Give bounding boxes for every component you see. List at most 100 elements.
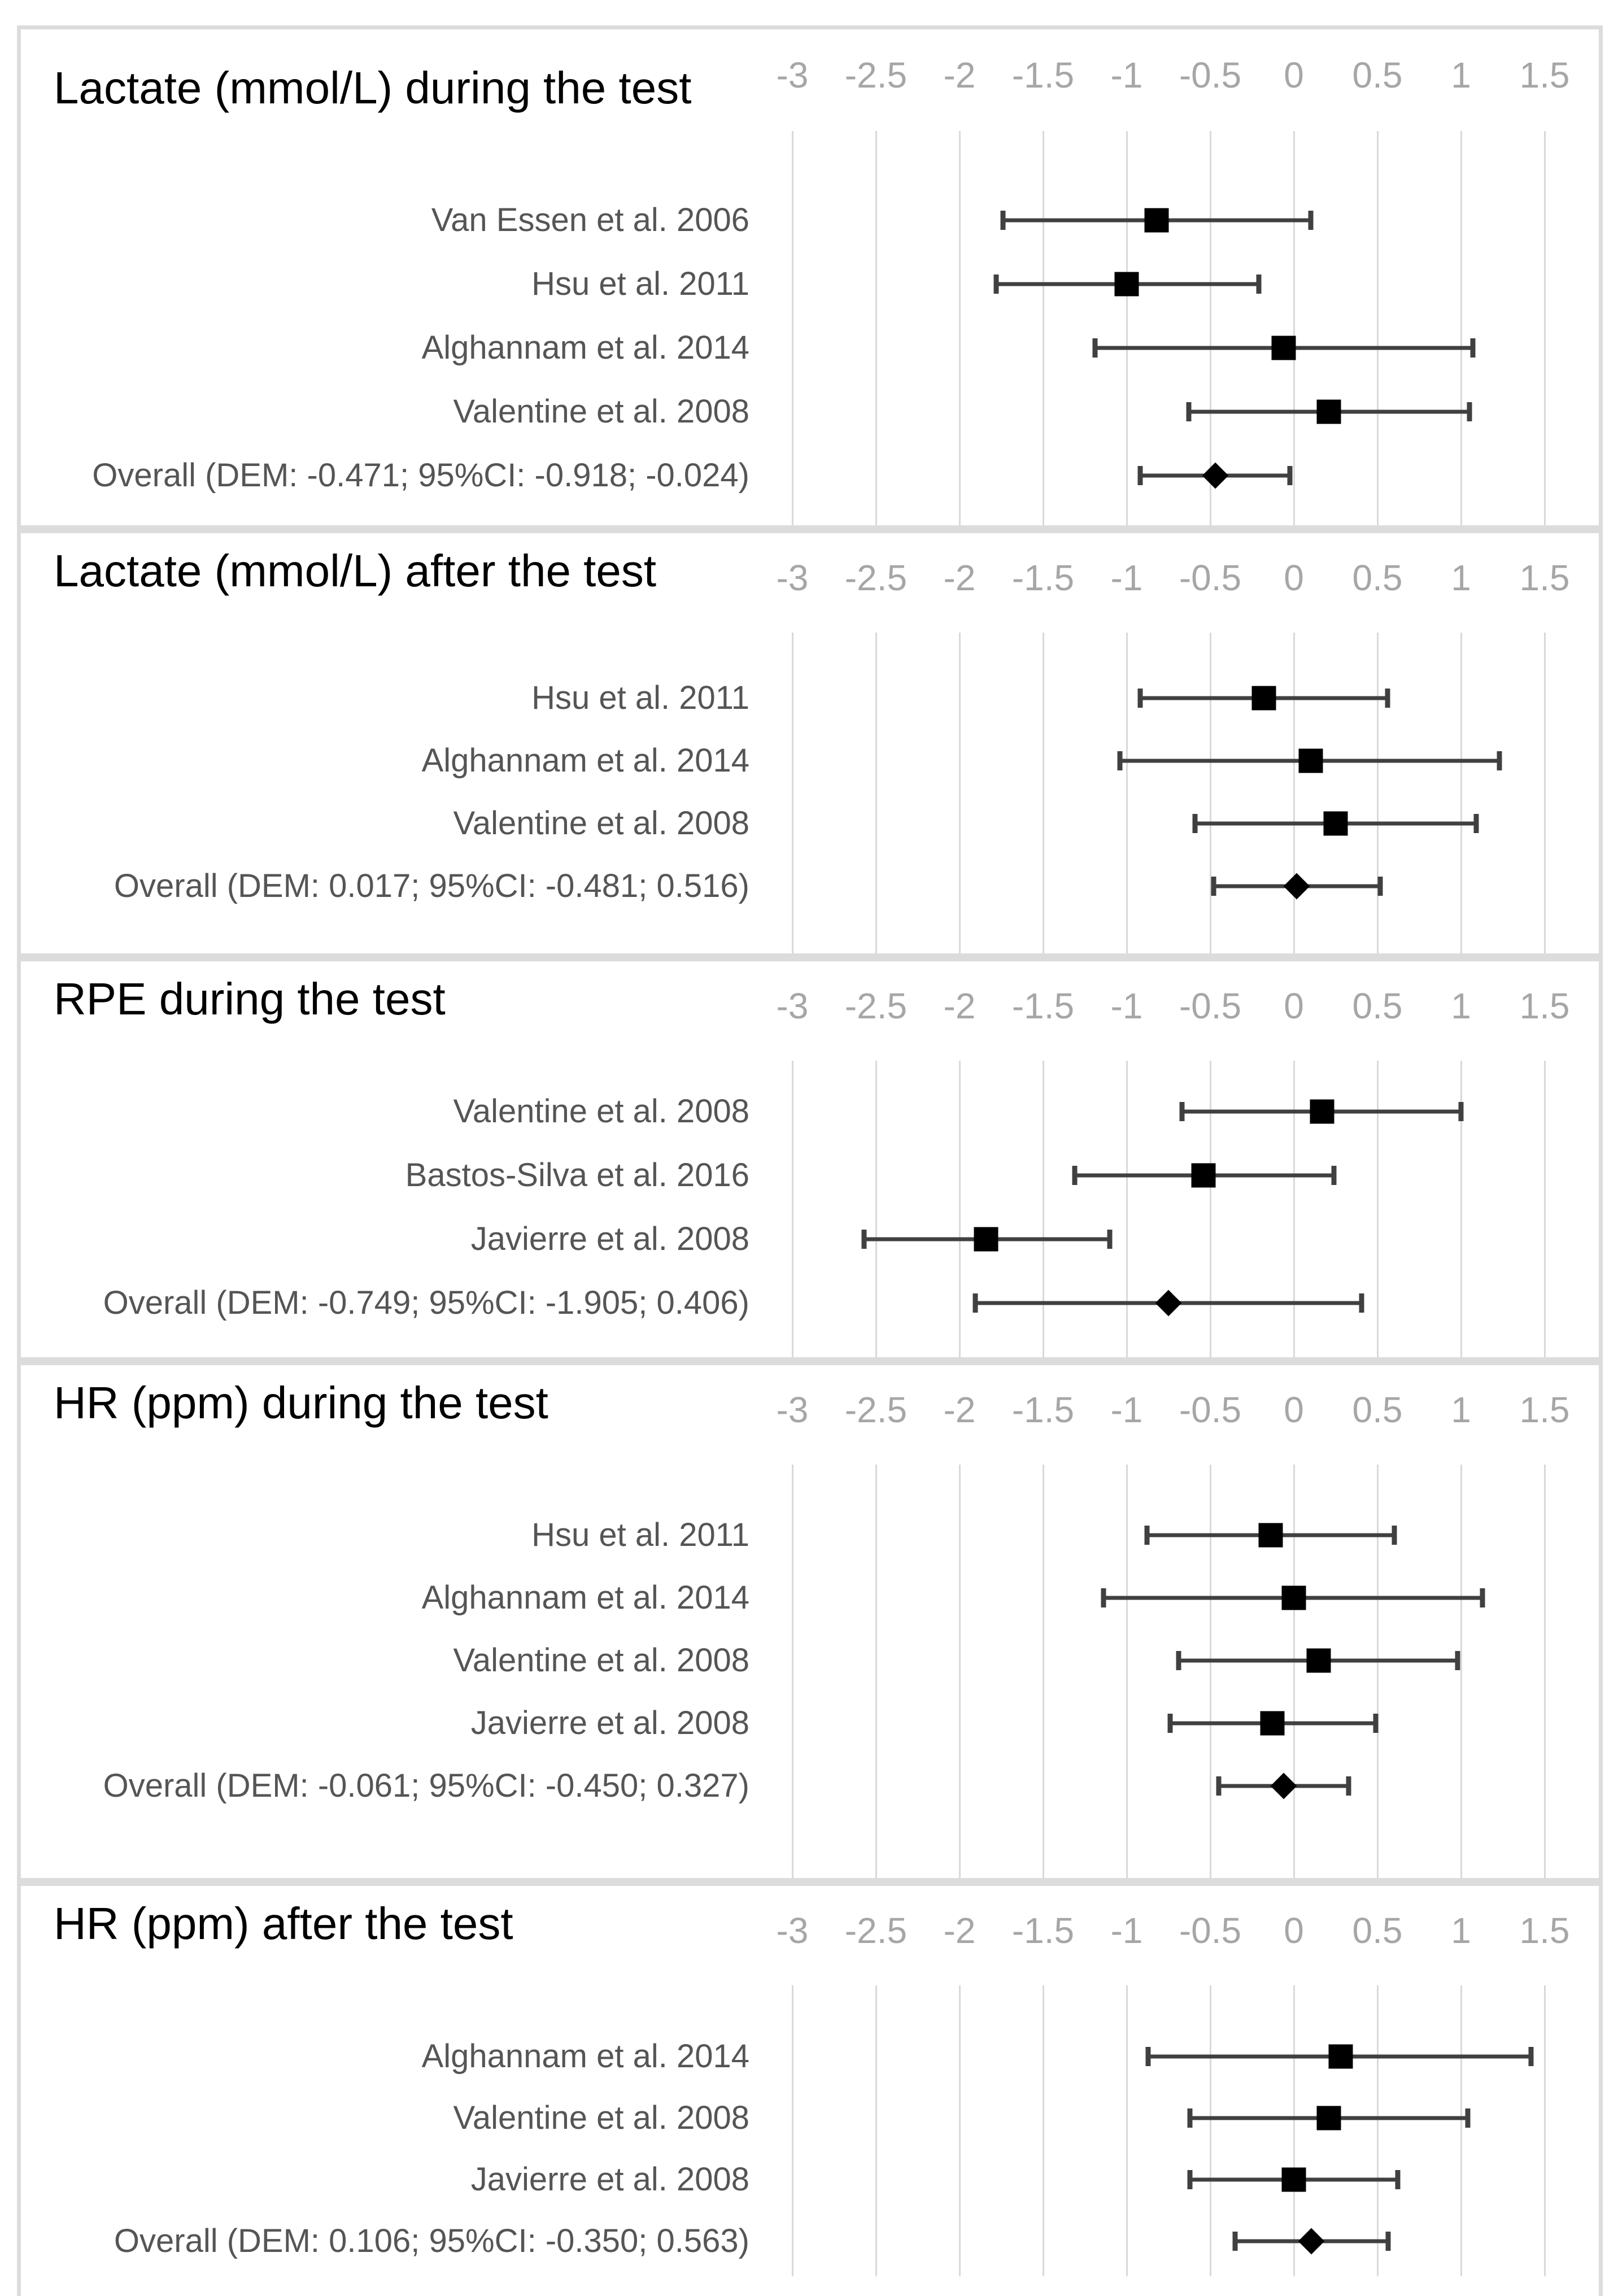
panel-title: RPE during the test (54, 974, 446, 1024)
axis-tick-label: -1.5 (1011, 1910, 1075, 1951)
axis-tick-label: 1.5 (1519, 55, 1570, 95)
ci-cap-high (1308, 211, 1314, 230)
panel-title: HR (ppm) during the test (54, 1378, 548, 1428)
axis-tick-label: 0.5 (1352, 557, 1403, 598)
overall-label: Overall (DEM: 0.017; 95%CI: -0.481; 0.51… (114, 868, 749, 904)
axis-tick-label: 0 (1284, 557, 1304, 598)
study-label: Hsu et al. 2011 (531, 679, 749, 716)
study-label: Hsu et al. 2011 (531, 1517, 749, 1553)
ci-cap-high (1497, 751, 1502, 770)
panel-title: Lactate (mmol/L) during the test (54, 63, 692, 113)
axis-tick-label: -2 (943, 1910, 976, 1951)
axis-tick-label: 0 (1284, 55, 1304, 95)
gridline (1126, 1061, 1128, 1357)
forest-panel-4: HR (ppm) during the test -3 -2.5 -2 -1.5 -1 -0… (17, 1361, 1603, 1882)
ci-cap-low (1137, 466, 1143, 485)
estimate-marker-square (974, 1227, 998, 1252)
gridline (1293, 1061, 1295, 1357)
ci-cap-low (1144, 1526, 1150, 1545)
overall-label: Overall (DEM: -0.061; 95%CI: -0.450; 0.3… (103, 1767, 749, 1804)
ci-cap-low (1187, 2170, 1193, 2189)
study-label: Alghannam et al. 2014 (421, 742, 749, 779)
gridline (1293, 1985, 1295, 2276)
study-label: Van Essen et al. 2006 (431, 202, 749, 238)
gridline (1377, 1985, 1379, 2276)
axis-tick-label: -0.5 (1179, 557, 1242, 598)
ci-cap-high (1455, 1651, 1460, 1670)
ci-cap-low (993, 275, 999, 294)
gridline (1544, 1465, 1546, 1878)
axis-tick-label: -1.5 (1011, 1389, 1075, 1430)
axis-tick-label: 0 (1284, 1910, 1304, 1951)
overall-label: Overall (DEM: 0.106; 95%CI: -0.350; 0.56… (114, 2223, 749, 2259)
gridline (1460, 633, 1462, 953)
gridline (1377, 131, 1379, 525)
gridline (1293, 131, 1295, 525)
ci-cap-high (1528, 2047, 1534, 2066)
gridline (1293, 633, 1295, 953)
overall-label: Overall (DEM: -0.749; 95%CI: -1.905; 0.4… (103, 1284, 749, 1321)
gridline (1544, 131, 1546, 525)
ci-cap-low (1092, 338, 1098, 358)
gridline (1460, 131, 1462, 525)
ci-cap-high (1287, 466, 1293, 485)
gridline (959, 1465, 961, 1878)
forest-plot: Lactate (mmol/L) during the test -3 -2.5 -2… (17, 25, 1603, 2296)
axis-tick-label: 1.5 (1519, 1910, 1570, 1951)
overall-label: Overall (DEM: -0.471; 95%CI: -0.918; -0.… (92, 457, 749, 494)
ci-cap-low (1101, 1588, 1106, 1607)
overall-marker-diamond (1202, 462, 1228, 489)
estimate-marker-square (1191, 1163, 1216, 1188)
ci-cap-low (1179, 1102, 1185, 1121)
axis-tick-label: -3 (776, 1910, 809, 1951)
ci-cap-high (1377, 877, 1383, 896)
ci-cap-low (1137, 689, 1143, 708)
gridline (875, 633, 877, 953)
ci-cap-high (1473, 814, 1479, 833)
axis-tick-label: 0 (1284, 986, 1304, 1026)
axis-tick-label: 0 (1284, 1389, 1304, 1430)
gridline (1377, 633, 1379, 953)
axis-tick-label: -2 (943, 986, 976, 1026)
axis-tick-label: 1 (1451, 986, 1471, 1026)
gridline (1210, 1061, 1211, 1357)
axis-tick-label: 1 (1451, 1910, 1471, 1951)
axis-tick-label: 1 (1451, 1389, 1471, 1430)
axis-tick-label: -0.5 (1179, 1910, 1242, 1951)
gridline (792, 1985, 793, 2276)
axis-tick-label: -3 (776, 1389, 809, 1430)
gridline (792, 131, 793, 525)
axis-tick-label: -2 (943, 557, 976, 598)
panel-title: HR (ppm) after the test (54, 1898, 513, 1949)
gridline (875, 1465, 877, 1878)
gridline (959, 1985, 961, 2276)
axis-tick-label: -0.5 (1179, 986, 1242, 1026)
study-label: Alghannam et al. 2014 (421, 1579, 749, 1616)
study-label: Javierre et al. 2008 (470, 2161, 749, 2198)
ci-cap-low (861, 1230, 867, 1249)
axis-tick-label: -0.5 (1179, 1389, 1242, 1430)
gridline (959, 1061, 961, 1357)
study-label: Alghannam et al. 2014 (421, 2038, 749, 2075)
estimate-marker-square (1281, 2167, 1306, 2192)
ci-cap-low (1216, 1776, 1222, 1796)
forest-panel-3: RPE during the test -3 -2.5 -2 -1.5 -1 -0.5 0 0.… (17, 957, 1603, 1361)
panel-title: Lactate (mmol/L) after the test (54, 546, 657, 596)
axis-tick-label: -3 (776, 55, 809, 95)
study-label: Hsu et al. 2011 (531, 265, 749, 302)
ci-cap-high (1467, 402, 1472, 421)
ci-cap-low (1232, 2232, 1238, 2251)
ci-cap-high (1395, 2170, 1401, 2189)
study-label: Valentine et al. 2008 (453, 1642, 749, 1679)
estimate-marker-square (1306, 1648, 1331, 1673)
gridline (792, 1061, 793, 1357)
overall-marker-diamond (1298, 2228, 1325, 2255)
gridline (1043, 633, 1044, 953)
axis-tick-label: 1 (1451, 557, 1471, 598)
gridline (1210, 1465, 1211, 1878)
axis-tick-label: -2 (943, 1389, 976, 1430)
gridline (1210, 131, 1211, 525)
ci-cap-high (1458, 1102, 1464, 1121)
estimate-marker-square (1260, 1711, 1285, 1736)
axis-tick-label: -1 (1110, 1389, 1143, 1430)
